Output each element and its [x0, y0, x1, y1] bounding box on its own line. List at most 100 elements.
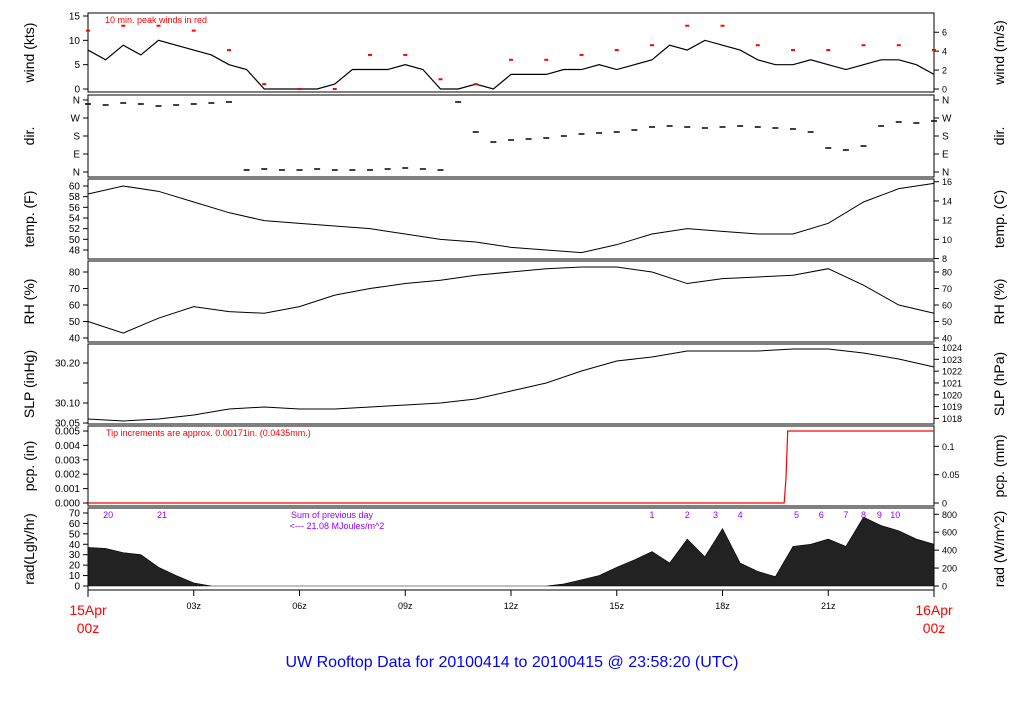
panel-dir: dir. dir.N NE ES SW WN N — [21, 94, 1007, 179]
y-tick-label-right: 70 — [942, 284, 952, 294]
y-tick-label-right: 14 — [942, 196, 952, 206]
end-time-label: 00z — [923, 620, 946, 636]
y-tick-label-right: 0.1 — [942, 442, 955, 452]
x-tick-label: 21z — [821, 601, 836, 611]
panel-frame — [87, 425, 935, 507]
y-axis-label-left: dir. — [21, 127, 37, 146]
cumulative-marker: 21 — [157, 510, 167, 520]
y-tick-label-left: 60 — [69, 519, 81, 530]
x-tick-label: 09z — [398, 601, 413, 611]
y-tick-label-right: 1022 — [942, 367, 962, 377]
y-tick-label-left: 10 — [69, 571, 81, 582]
y-axis-label-left: pcp. (in) — [21, 441, 37, 492]
y-tick-label-right: E — [942, 150, 949, 161]
y-tick-label-right: 12 — [942, 216, 952, 226]
x-tick-label: 18z — [715, 601, 730, 611]
start-time-label: 00z — [77, 620, 100, 636]
pcp-line — [88, 430, 934, 504]
y-tick-label-left: 70 — [69, 284, 81, 295]
cumulative-marker: 2 — [685, 510, 690, 520]
y-axis-label-left: RH (%) — [21, 279, 37, 325]
y-tick-label-left: N — [73, 168, 80, 179]
y-tick-label-right: 4 — [942, 47, 947, 57]
y-tick-label-right: 400 — [942, 546, 957, 556]
y-tick-label-left: 5 — [74, 60, 80, 71]
end-date-label: 16Apr — [915, 602, 953, 618]
y-axis-label-right: pcp. (mm) — [991, 435, 1007, 498]
y-tick-label-left: 0.000 — [55, 499, 80, 510]
panel-pcp: pcp. (in) pcp. (mm) 0.000 0.001 0.002 0.003 0.… — [21, 425, 1007, 510]
x-tick-label: 03z — [186, 601, 201, 611]
x-axis: 03z 06z 09z 12z 15z 18z 21z 15Apr 00z 16Apr 00z — [69, 590, 953, 636]
cumulative-marker: 8 — [861, 510, 866, 520]
y-tick-label-left: 15 — [69, 12, 81, 23]
cumulative-marker: 20 — [103, 510, 113, 520]
y-tick-label-left: 0 — [74, 582, 80, 593]
tip-annotation: Tip increments are approx. 0.00171in. (0… — [106, 428, 311, 438]
y-tick-label-left: 40 — [69, 540, 81, 551]
cumulative-marker: 3 — [713, 510, 718, 520]
y-tick-label-right: 0 — [942, 499, 947, 509]
y-axis-label-left: SLP (inHg) — [21, 350, 37, 418]
start-date-label: 15Apr — [69, 602, 107, 618]
y-tick-label-right: 0 — [942, 85, 947, 95]
y-tick-label-left: 30.20 — [55, 359, 80, 370]
y-tick-label-right: N — [942, 96, 949, 107]
y-axis-label-left: temp. (F) — [21, 191, 37, 248]
y-tick-label-left: 48 — [69, 246, 81, 257]
radiation-area — [87, 516, 935, 587]
y-tick-label-left: 30.10 — [55, 399, 80, 410]
cumulative-marker: 5 — [794, 510, 799, 520]
y-tick-label-right: 600 — [942, 528, 957, 538]
y-tick-label-left: 0 — [74, 85, 80, 96]
y-tick-label-left: 80 — [69, 268, 81, 279]
y-tick-label-left: 60 — [69, 182, 81, 193]
panel-frame — [87, 178, 935, 260]
y-tick-label-right: W — [942, 114, 952, 125]
y-tick-label-right: 800 — [942, 510, 957, 520]
y-tick-label-right: 80 — [942, 268, 952, 278]
cumulative-marker: 4 — [738, 510, 743, 520]
y-tick-label-left: 60 — [69, 301, 81, 312]
y-tick-label-right: 6 — [942, 28, 947, 38]
panel-wind: wind (kts) wind (m/s) 0 5 10 15 0 2 4 6 10 min. pe… — [21, 12, 1007, 96]
panel-slp: SLP (inHg) SLP (hPa) 30.05 30.10 30.20 1018 10… — [21, 343, 1007, 429]
y-axis-label-right: rad (W/m^2) — [991, 511, 1007, 588]
cumulative-marker: 6 — [819, 510, 824, 520]
y-tick-label-right: 1023 — [942, 355, 962, 365]
y-axis-label-right: SLP (hPa) — [991, 352, 1007, 416]
y-tick-label-right: 16 — [942, 177, 952, 187]
y-tick-label-left: 58 — [69, 192, 81, 203]
chart-title: UW Rooftop Data for 20100414 to 20100415… — [286, 654, 739, 671]
y-tick-label-left: 56 — [69, 203, 81, 214]
wind-line — [87, 39, 935, 90]
y-axis-label-right: temp. (C) — [991, 190, 1007, 248]
y-axis-label-left: wind (kts) — [21, 23, 37, 84]
y-tick-label-left: 0.005 — [55, 427, 80, 438]
cumulative-marker: 9 — [877, 510, 882, 520]
cumulative-marker: 1 — [649, 510, 654, 520]
y-tick-label-left: 70 — [69, 509, 81, 520]
slp-line — [87, 348, 935, 422]
panel-frame — [87, 260, 935, 343]
y-tick-label-left: N — [73, 96, 80, 107]
y-tick-label-left: 0.003 — [55, 455, 80, 466]
y-tick-label-left: 50 — [69, 317, 81, 328]
y-tick-label-left: 0.002 — [55, 470, 80, 481]
x-tick-label: 06z — [292, 601, 307, 611]
cumulative-marker: 10 — [890, 510, 900, 520]
y-tick-label-right: 1019 — [942, 402, 962, 412]
y-tick-label-right: 0.05 — [942, 470, 960, 480]
panel-frame — [87, 343, 935, 425]
y-tick-label-left: 30.05 — [55, 419, 80, 430]
daily-sum-value: <--- 21.08 MJoules/m^2 — [290, 521, 385, 531]
y-tick-label-left: W — [71, 114, 81, 125]
y-tick-label-right: 40 — [942, 334, 952, 344]
y-tick-label-left: 10 — [69, 36, 81, 47]
y-tick-label-right: 50 — [942, 317, 952, 327]
temp-line — [87, 182, 935, 254]
y-tick-label-left: 50 — [69, 529, 81, 540]
y-tick-label-right: 200 — [942, 564, 957, 574]
daily-sum-label: Sum of previous day — [291, 510, 374, 520]
